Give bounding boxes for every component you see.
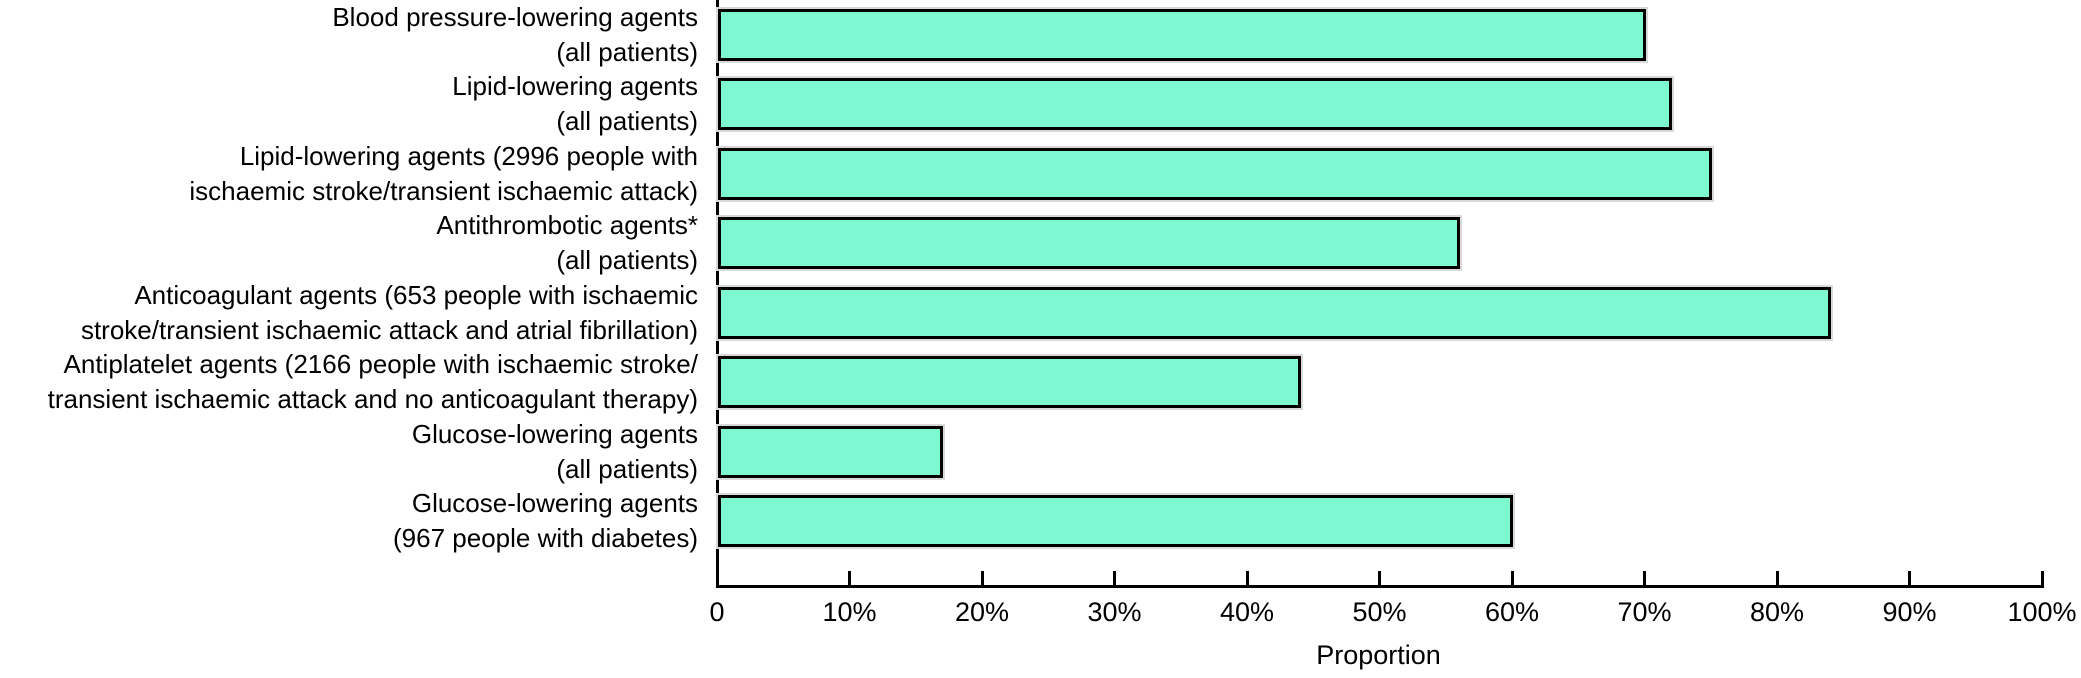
bar-track (718, 0, 2043, 70)
category-label-line1: Lipid-lowering agents (2996 people with (239, 140, 698, 171)
x-axis-tick-mark (1643, 571, 1646, 585)
category-label: Glucose-lowering agents (967 people with… (0, 486, 718, 556)
x-axis-tick-label: 90% (1882, 597, 1937, 627)
x-axis-tick-mark (1510, 571, 1514, 585)
x-axis-tick-label: 10% (822, 597, 877, 627)
bar (718, 356, 1301, 409)
bar-track (718, 487, 2043, 557)
category-label: Lipid-lowering agents (all patients) (0, 69, 718, 139)
category-label-line2: transient ischaemic attack and no antico… (47, 384, 698, 415)
category-label: Anticoagulant agents (653 people with is… (0, 278, 718, 348)
x-axis-tick-mark (1378, 571, 1381, 585)
category-label-line2: (967 people with diabetes) (393, 523, 698, 554)
category-label-line2: (all patients) (556, 453, 698, 484)
category-label-line1: Anticoagulant agents (653 people with is… (134, 279, 698, 310)
x-axis-tick-mark (715, 571, 719, 585)
bar-row: Anticoagulant agents (653 people with is… (0, 278, 2043, 348)
bar-row: Blood pressure-lowering agents (all pati… (0, 0, 2043, 70)
x-axis-tick-label: 100% (2007, 597, 2077, 627)
category-label-line1: Glucose-lowering agents (411, 488, 698, 519)
category-label: Antithrombotic agents* (all patients) (0, 208, 718, 278)
category-label-line1: Glucose-lowering agents (411, 418, 698, 449)
bar-row: Glucose-lowering agents (all patients) (0, 417, 2043, 487)
y-axis-line (716, 0, 719, 588)
x-axis-tick-label: 0 (709, 597, 725, 627)
bar (718, 286, 1831, 339)
bar-row: Glucose-lowering agents (967 people with… (0, 487, 2043, 557)
x-axis-tick-mark (1113, 571, 1116, 585)
bar-track (718, 348, 2043, 418)
x-axis-tick-mark (980, 571, 984, 585)
category-label-line2: (all patients) (556, 106, 698, 137)
category-label-line1: Antiplatelet agents (2166 people with is… (63, 349, 698, 380)
category-label: Glucose-lowering agents (all patients) (0, 417, 718, 487)
x-axis-tick-label: 50% (1352, 597, 1407, 627)
x-axis-tick-label: 80% (1749, 597, 1805, 627)
bar-row: Antithrombotic agents* (all patients) (0, 209, 2043, 279)
bar-row: Lipid-lowering agents (all patients) (0, 70, 2043, 140)
category-label-line1: Blood pressure-lowering agents (332, 1, 698, 32)
bar-row: Antiplatelet agents (2166 people with is… (0, 348, 2043, 418)
x-axis-tick-mark (848, 571, 851, 585)
bar (718, 495, 1513, 548)
x-axis-tick-mark (1245, 571, 1249, 585)
bar-track (718, 417, 2043, 487)
bar (718, 8, 1646, 61)
category-label-line2: stroke/transient ischaemic attack and at… (80, 314, 698, 345)
x-axis-tick-mark (1908, 571, 1911, 585)
bar-rows: Blood pressure-lowering agents (all pati… (0, 0, 2043, 557)
category-label: Blood pressure-lowering agents (all pati… (0, 0, 718, 70)
category-label-line1: Lipid-lowering agents (452, 71, 698, 102)
bar (718, 78, 1672, 131)
x-axis-title: Proportion (1316, 640, 1441, 670)
x-axis-tick-label: 70% (1617, 597, 1672, 627)
category-label-line2: (all patients) (556, 36, 698, 67)
x-axis-tick-label: 20% (954, 597, 1010, 627)
x-axis-tick-mark (2040, 571, 2044, 585)
bar (718, 217, 1460, 270)
bar-track (718, 209, 2043, 279)
bar (718, 147, 1712, 200)
category-label: Antiplatelet agents (2166 people with is… (0, 347, 718, 417)
category-label: Lipid-lowering agents (2996 people with … (0, 139, 718, 209)
bar-track (718, 139, 2043, 209)
x-axis-tick-mark (1775, 571, 1779, 585)
x-axis-tick-label: 40% (1219, 597, 1275, 627)
x-axis-tick-label: 30% (1087, 597, 1142, 627)
category-label-line2: (all patients) (556, 245, 698, 276)
bar-track (718, 70, 2043, 140)
category-label-line2: ischaemic stroke/transient ischaemic att… (189, 175, 698, 206)
bar (718, 425, 944, 478)
x-axis-tick-label: 60% (1484, 597, 1540, 627)
category-label-line1: Antithrombotic agents* (436, 210, 698, 241)
x-axis-line (716, 585, 2044, 588)
bar-row: Lipid-lowering agents (2996 people with … (0, 139, 2043, 209)
bar-track (718, 278, 2043, 348)
